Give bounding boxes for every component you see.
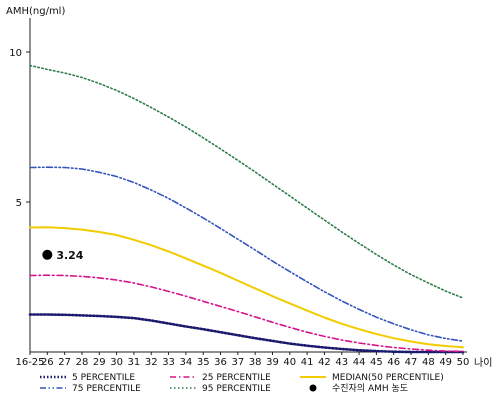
legend-label-patient: 수진자의 AMH 농도: [332, 383, 408, 394]
x-tick-label: 33: [162, 357, 175, 368]
y-tick-label: 10: [9, 48, 22, 59]
x-tick-label: 28: [76, 357, 89, 368]
series-line-4: [29, 166, 464, 343]
x-tick-label: 49: [439, 357, 452, 368]
y-tick-label: 5: [16, 198, 22, 209]
x-tick-label: 46: [387, 357, 400, 368]
x-tick-label: 32: [145, 357, 158, 368]
x-tick-label: 48: [422, 357, 435, 368]
x-axis-title: 나이: [474, 357, 492, 369]
x-tick-label: 42: [318, 357, 331, 368]
legend-label: 5 PERCENTILE: [72, 373, 135, 383]
legend: 5 PERCENTILE 25 PERCENTILE MEDIAN(50 PERCE…: [40, 373, 444, 394]
x-tick-label: 43: [335, 357, 348, 368]
legend-label: 95 PERCENTILE: [202, 384, 271, 394]
x-tick-label: 34: [180, 357, 193, 368]
legend-label: 25 PERCENTILE: [202, 373, 271, 383]
legend-swatch-patient: [309, 384, 317, 392]
series-line-2: [29, 274, 464, 353]
x-tick-label: 47: [405, 357, 418, 368]
patient-point-layer: 3.24: [42, 249, 84, 262]
x-tick-label: 16-25: [15, 357, 44, 368]
series-line-5: [29, 64, 464, 299]
series-line-1: [28, 313, 465, 354]
x-tick-label: 45: [370, 357, 383, 368]
x-tick-label: 40: [283, 357, 296, 368]
series-layer: [28, 64, 465, 354]
x-tick-label: 38: [249, 357, 262, 368]
x-tick-label: 35: [197, 357, 210, 368]
x-tick-label: 29: [93, 357, 106, 368]
legend-label: MEDIAN(50 PERCENTILE): [332, 373, 444, 383]
x-tick-label: 37: [231, 357, 244, 368]
x-tick-label: 26: [41, 357, 54, 368]
x-tick-label: 27: [58, 357, 71, 368]
x-tick-label: 39: [266, 357, 279, 368]
x-tick-label: 36: [214, 357, 227, 368]
x-tick-label: 31: [128, 357, 141, 368]
patient-point: [42, 249, 53, 260]
x-tick-label: 30: [110, 357, 123, 368]
patient-point-label: 3.24: [56, 249, 83, 262]
series-line-3: [29, 226, 464, 349]
x-tick-label: 41: [301, 357, 314, 368]
legend-label: 75 PERCENTILE: [72, 384, 141, 394]
y-axis-title: AMH(ng/ml): [6, 6, 65, 17]
x-tick-label: 50: [457, 357, 470, 368]
x-tick-label: 44: [353, 357, 366, 368]
